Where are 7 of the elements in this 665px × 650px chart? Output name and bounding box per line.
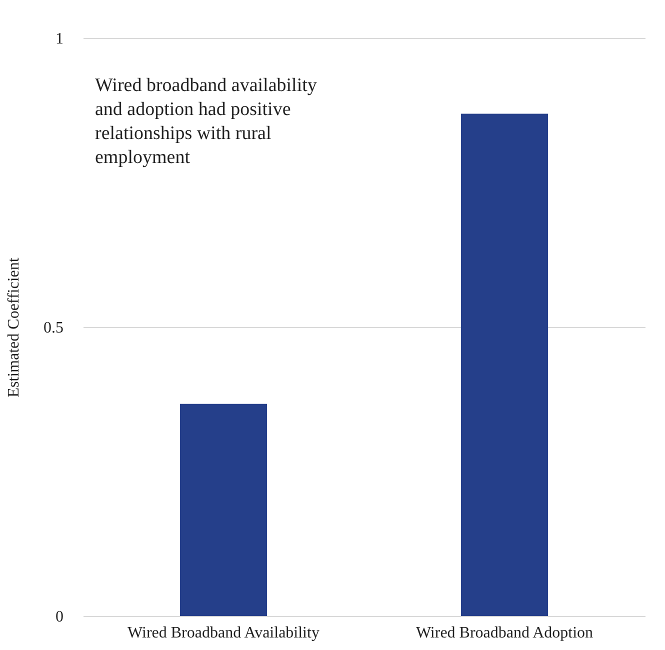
y-tick-label: 0 [56,608,64,626]
x-tick-label: Wired Broadband Availability [128,624,320,642]
annotation: Wired broadband availability and adoption had positive relationships with rural employment [95,75,318,168]
y-tick-label: 1 [56,30,64,48]
y-axis-title: Estimated Coefficient [6,257,22,398]
x-tick-label: Wired Broadband Adoption [416,624,594,642]
y-tick-label: 0.5 [44,320,64,336]
